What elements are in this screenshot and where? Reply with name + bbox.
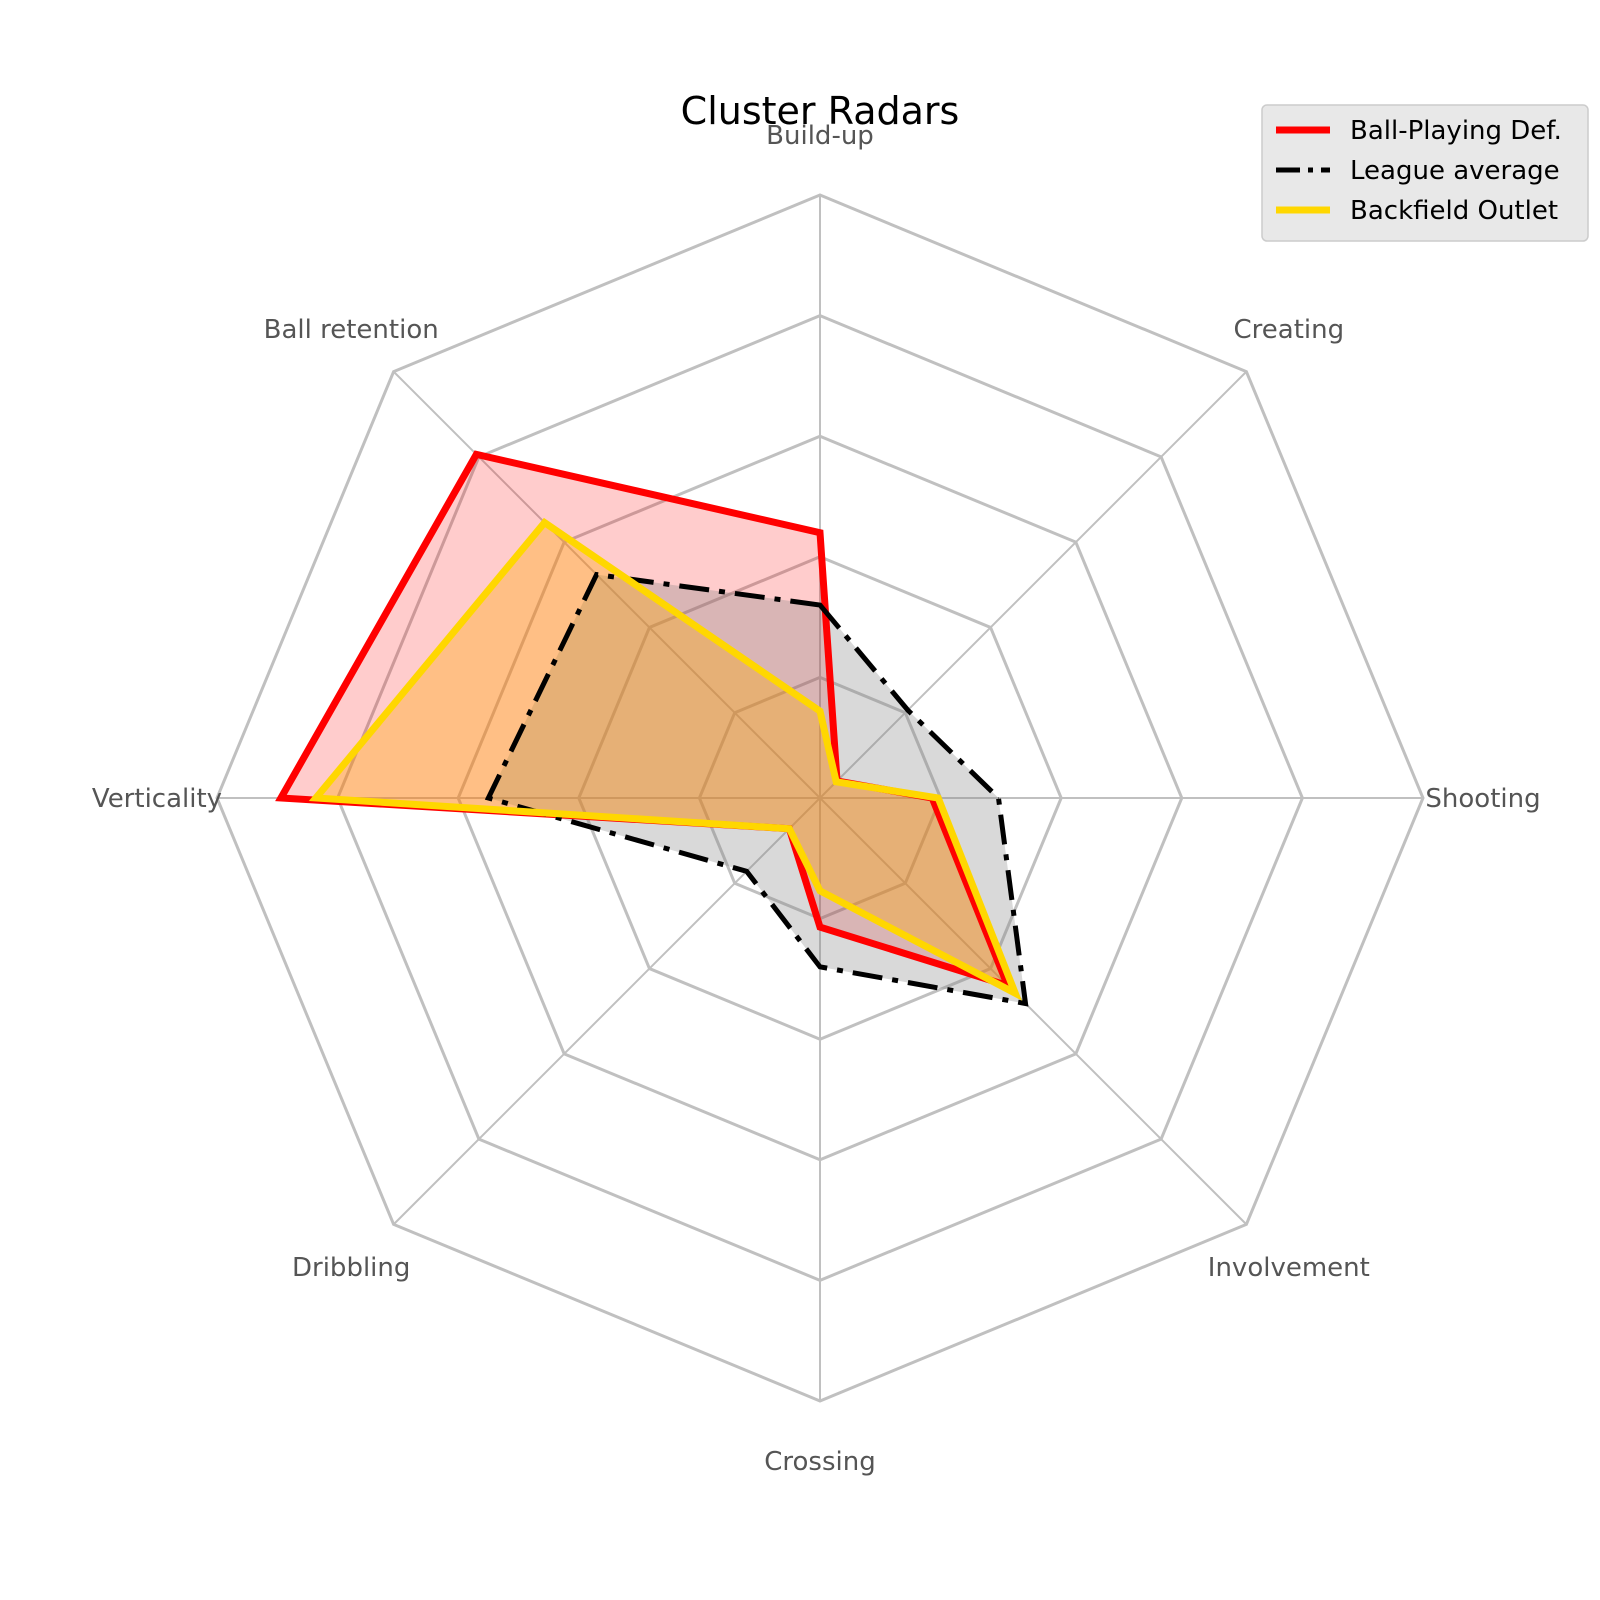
data-point-backfield-outlet-dribbling: [788, 828, 790, 830]
legend-label-ball-playing-def: Ball-Playing Def.: [1350, 116, 1562, 146]
data-point-league-average-crossing: [819, 966, 821, 968]
data-point-ball-playing-def-build-up: [819, 532, 821, 534]
axis-label-creating: Creating: [1234, 315, 1345, 345]
data-point-backfield-outlet-creating: [835, 781, 837, 783]
data-point-ball-playing-def-ball-retention: [475, 453, 477, 455]
data-point-league-average-involvement: [1025, 1003, 1027, 1005]
radar-series: [275, 450, 1029, 1007]
chart-title: Cluster Radars: [681, 89, 960, 133]
data-point-ball-playing-def-verticality: [280, 797, 282, 799]
spoke-dribbling: [392, 797, 821, 1226]
axis-labels: Build-up Creating Shooting Involvement Cross…: [92, 121, 1541, 1477]
data-point-league-average-shooting: [997, 797, 999, 799]
data-point-league-average-ball-retention: [596, 574, 598, 576]
legend-label-league-average: League average: [1350, 156, 1560, 186]
data-point-league-average-creating: [907, 709, 909, 711]
data-point-backfield-outlet-build-up: [819, 710, 821, 712]
spoke-ball-retention: [392, 370, 821, 799]
series-fill-league-average: [488, 574, 1026, 1004]
data-point-backfield-outlet-shooting: [937, 797, 939, 799]
data-point-league-average-verticality: [487, 797, 489, 799]
axis-label-involvement: Involvement: [1208, 1253, 1370, 1283]
axis-label-shooting: Shooting: [1425, 784, 1540, 814]
spoke-creating: [819, 370, 1248, 799]
data-point-backfield-outlet-involvement: [1014, 992, 1016, 994]
data-point-backfield-outlet-ball-retention: [544, 522, 546, 524]
axis-label-dribbling: Dribbling: [292, 1253, 410, 1283]
legend: Ball-Playing Def. League average Backfield…: [1261, 104, 1589, 242]
legend-box: [1261, 104, 1589, 242]
axis-label-build-up: Build-up: [766, 121, 874, 151]
axis-label-verticality: Verticality: [92, 784, 222, 814]
data-point-league-average-dribbling: [746, 870, 748, 872]
axis-label-ball-retention: Ball retention: [264, 315, 439, 345]
data-point-ball-playing-def-crossing: [819, 926, 821, 928]
data-point-backfield-outlet-crossing: [819, 890, 821, 892]
series-fill-backfield-outlet: [315, 522, 1016, 994]
data-point-backfield-outlet-verticality: [315, 797, 317, 799]
spoke-involvement: [819, 797, 1248, 1226]
data-point-league-average-build-up: [819, 604, 821, 606]
radar-grid: [215, 193, 1425, 1403]
series-fill-ball-playing-def: [280, 454, 1008, 986]
axis-label-crossing: Crossing: [764, 1447, 875, 1477]
legend-label-backfield-outlet: Backfield Outlet: [1350, 196, 1558, 226]
